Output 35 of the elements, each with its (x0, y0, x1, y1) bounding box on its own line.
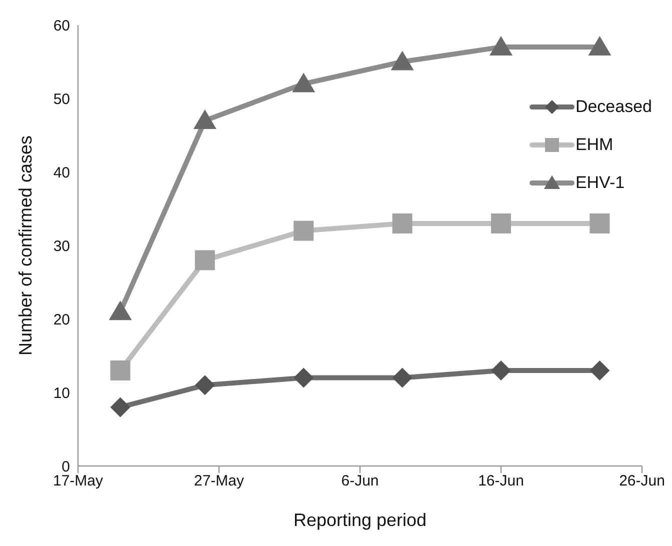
point (491, 213, 511, 234)
point (194, 250, 215, 270)
point (491, 360, 511, 380)
point (392, 368, 412, 388)
point (294, 220, 314, 241)
x-tick-label: 17-May (52, 472, 104, 490)
y-tick-label: 50 (53, 90, 70, 108)
point (490, 36, 512, 56)
x-tick-label: 26-Jun (619, 472, 665, 490)
point (108, 300, 132, 320)
x-tick-label: 6-Jun (341, 472, 379, 490)
point (194, 375, 215, 396)
point (588, 36, 612, 56)
y-tick-label: 60 (53, 17, 70, 34)
point (392, 213, 412, 234)
y-tick-label: 40 (53, 164, 70, 182)
y-tick-label: 30 (53, 238, 70, 255)
point (390, 50, 414, 70)
legend-label: EHV-1 (575, 173, 625, 193)
legend-label: Deceased (575, 97, 652, 117)
point (110, 397, 130, 418)
y-tick-label: 0 (62, 458, 70, 476)
point (590, 360, 610, 380)
point (110, 360, 130, 380)
legend-label: EHM (575, 135, 614, 155)
point (294, 368, 314, 388)
point (193, 110, 216, 130)
x-tick-label: 27-May (194, 472, 244, 490)
y-axis-title: Number of confirmed cases (15, 135, 36, 356)
point (590, 213, 610, 234)
x-axis-title: Reporting period (293, 510, 427, 530)
y-tick-label: 10 (53, 384, 70, 402)
point (292, 72, 316, 92)
y-tick-label: 20 (53, 311, 70, 328)
x-tick-label: 16-Jun (478, 472, 524, 490)
